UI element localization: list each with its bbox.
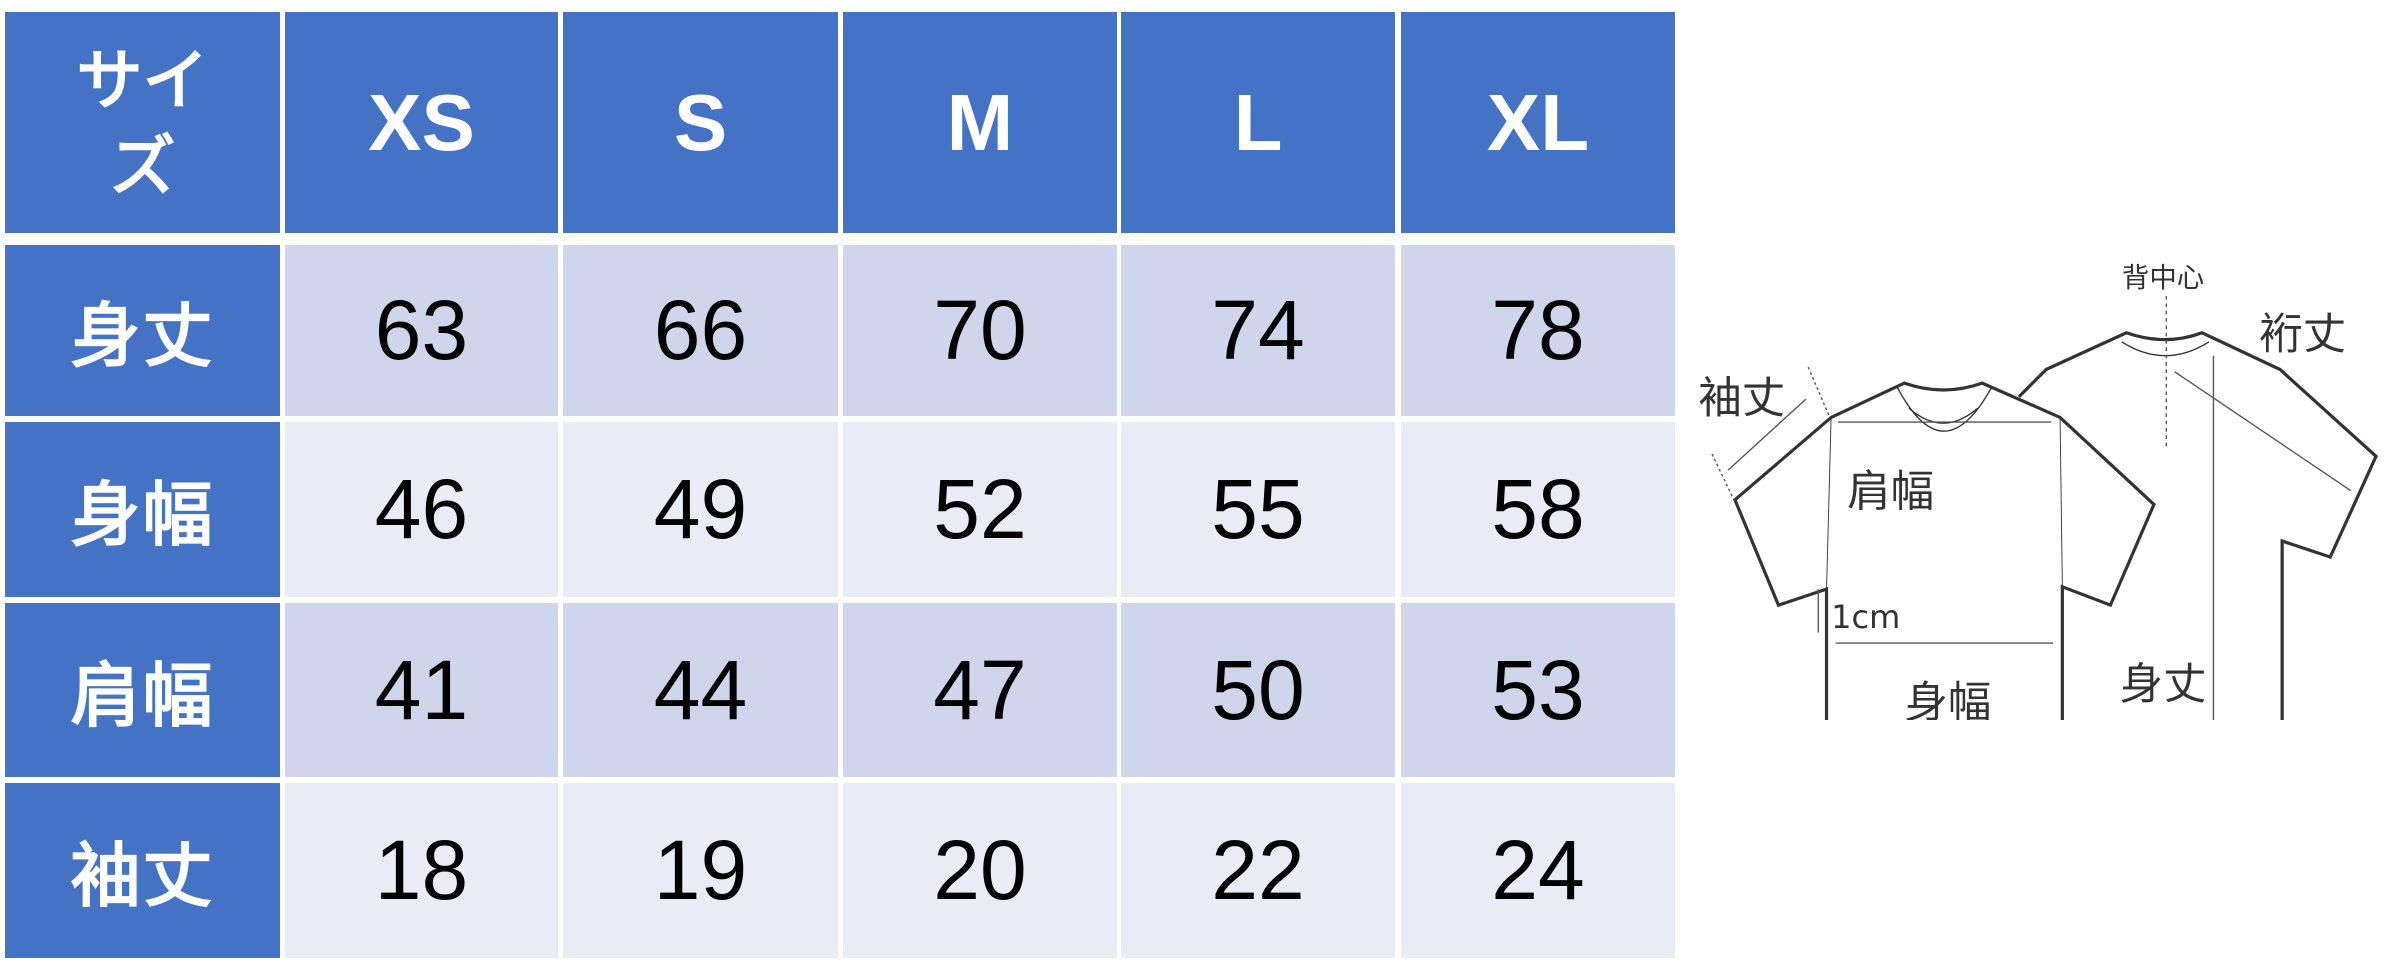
row-label: 身丈 (5, 245, 280, 416)
label-back-center: 背中心 (2122, 263, 2204, 294)
table-cell: 46 (285, 422, 558, 597)
table-cell: 47 (843, 603, 1117, 777)
back-shirt-outline (2017, 331, 2378, 720)
corner-label: サイズ (76, 42, 209, 203)
table-cell: 41 (285, 603, 558, 777)
table-cell: 20 (843, 783, 1117, 958)
header-size-xs: XS (285, 12, 558, 233)
table-cell: 58 (1401, 422, 1675, 597)
header-size-m: M (843, 12, 1117, 233)
label-body-width: 身幅 (1904, 678, 1991, 720)
header-size-label: サイズ (5, 12, 280, 233)
header-size-l: L (1121, 12, 1395, 233)
table-cell: 18 (285, 783, 558, 958)
header-size-s: S (563, 12, 838, 233)
table-cell: 78 (1401, 245, 1675, 416)
label-body-length: 身丈 (2120, 660, 2207, 710)
table-cell: 52 (843, 422, 1117, 597)
row-label: 身幅 (5, 422, 280, 597)
table-cell: 53 (1401, 603, 1675, 777)
table-cell: 63 (285, 245, 558, 416)
header-size-xl: XL (1401, 12, 1675, 233)
row-label: 肩幅 (5, 603, 280, 777)
row-label: 袖丈 (5, 783, 280, 958)
label-shoulder-width: 肩幅 (1847, 468, 1934, 518)
table-cell: 66 (563, 245, 838, 416)
front-shirt-outline (1733, 381, 2156, 720)
table-cell: 19 (563, 783, 838, 958)
tshirt-measurement-diagram: 背中心 裄丈 袖丈 肩幅 1cm 身幅 身丈 (1698, 263, 2378, 720)
table-cell: 49 (563, 422, 838, 597)
table-cell: 74 (1121, 245, 1395, 416)
table-cell: 44 (563, 603, 838, 777)
table-cell: 24 (1401, 783, 1675, 958)
label-offset: 1cm (1831, 598, 1900, 636)
label-sleeve-length: 袖丈 (1698, 374, 1785, 424)
table-cell: 55 (1121, 422, 1395, 597)
table-cell: 50 (1121, 603, 1395, 777)
table-cell: 70 (843, 245, 1117, 416)
table-cell: 22 (1121, 783, 1395, 958)
label-yuki: 裄丈 (2259, 310, 2346, 360)
